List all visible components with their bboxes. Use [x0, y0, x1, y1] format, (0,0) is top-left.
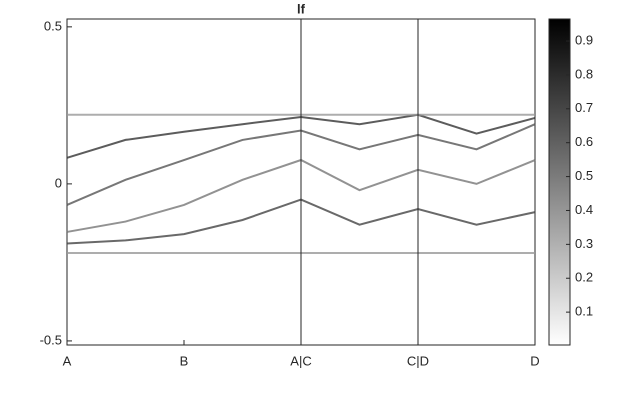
colorbar-tick-label: 0.1: [575, 304, 593, 319]
colorbar-tick-label: 0.3: [575, 236, 593, 251]
colorbar-tick-label: 0.7: [575, 100, 593, 115]
x-tick-label: B: [180, 353, 189, 368]
colorbar-tick-label: 0.9: [575, 32, 593, 47]
colorbar-tick-label: 0.5: [575, 168, 593, 183]
x-tick-label: A|C: [290, 353, 311, 368]
y-tick-label: 0.5: [44, 18, 62, 33]
x-tick-label: A: [63, 353, 72, 368]
x-tick-label: C|D: [407, 353, 429, 368]
colorbar-tick-label: 0.4: [575, 202, 593, 217]
colorbar: [548, 18, 571, 346]
chart-title: lf: [297, 1, 306, 16]
y-tick-label: -0.5: [40, 332, 62, 347]
x-tick-label: D: [530, 353, 539, 368]
colorbar-tick-label: 0.8: [575, 66, 593, 81]
y-tick-label: 0: [55, 175, 62, 190]
colorbar-tick-label: 0.6: [575, 134, 593, 149]
colorbar-tick-label: 0.2: [575, 270, 593, 285]
